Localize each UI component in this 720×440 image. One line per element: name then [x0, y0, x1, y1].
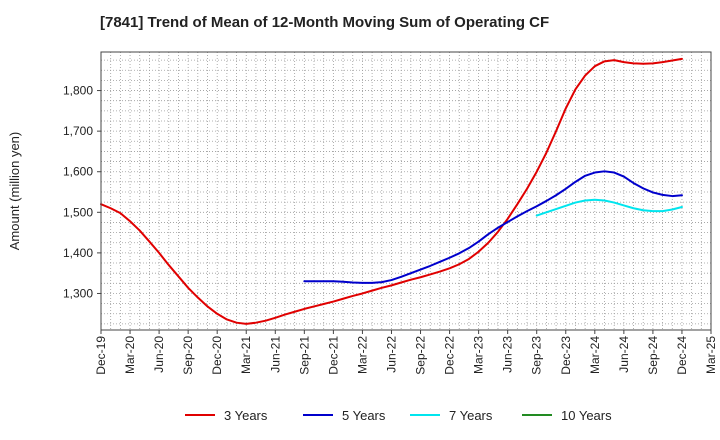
x-tick-label: Dec-23 — [559, 336, 573, 375]
y-tick-label: 1,800 — [63, 84, 93, 98]
legend-3-years-label: 3 Years — [224, 408, 268, 423]
series-line-5-years — [303, 170, 683, 284]
x-tick-label: Jun-20 — [152, 336, 166, 373]
x-tick-label: Mar-24 — [588, 336, 602, 374]
y-tick-label: 1,600 — [63, 165, 93, 179]
series-line-7-years — [535, 198, 683, 217]
y-tick-label: 1,500 — [63, 205, 93, 219]
x-tick-label: Jun-23 — [501, 336, 515, 373]
x-tick-label: Jun-22 — [384, 336, 398, 373]
x-tick-label: Sep-20 — [181, 336, 195, 375]
x-tick-label: Jun-21 — [268, 336, 282, 373]
y-axis-ticks: 1,300 1,400 1,500 1,600 1,700 1,800 — [63, 84, 101, 300]
legend-10-years-label: 10 Years — [561, 408, 612, 423]
chart-title: [7841] Trend of Mean of 12-Month Moving … — [100, 14, 550, 31]
legend-7-years-label: 7 Years — [449, 408, 493, 423]
x-tick-label: Mar-25 — [704, 336, 718, 374]
x-tick-label: Mar-22 — [355, 336, 369, 374]
x-tick-label: Mar-23 — [472, 336, 486, 374]
x-tick-label: Sep-23 — [530, 336, 544, 375]
x-tick-label: Sep-24 — [646, 336, 660, 375]
x-tick-label: Mar-21 — [239, 336, 253, 374]
series-line-3-years — [100, 57, 683, 325]
x-axis-ticks: Dec-19 Mar-20 Jun-20 Sep-20 Dec-20 Mar-21 Jun-… — [94, 330, 718, 375]
x-tick-label: Dec-19 — [94, 336, 108, 375]
x-tick-label: Jun-24 — [617, 336, 631, 373]
grid — [100, 52, 712, 330]
x-tick-label: Mar-20 — [123, 336, 137, 374]
x-tick-label: Dec-21 — [326, 336, 340, 375]
x-tick-label: Dec-20 — [210, 336, 224, 375]
x-tick-label: Dec-24 — [675, 336, 689, 375]
x-tick-label: Sep-22 — [414, 336, 428, 375]
y-axis-label: Amount (million yen) — [7, 132, 22, 251]
y-tick-label: 1,400 — [63, 246, 93, 260]
legend: 3 Years 5 Years 7 Years 10 Years — [185, 408, 612, 423]
y-tick-label: 1,700 — [63, 124, 93, 138]
plot-frame — [100, 51, 712, 331]
x-tick-label: Dec-22 — [443, 336, 457, 375]
series-lines — [100, 57, 683, 325]
x-tick-label: Sep-21 — [297, 336, 311, 375]
y-tick-label: 1,300 — [63, 286, 93, 300]
legend-5-years-label: 5 Years — [342, 408, 386, 423]
